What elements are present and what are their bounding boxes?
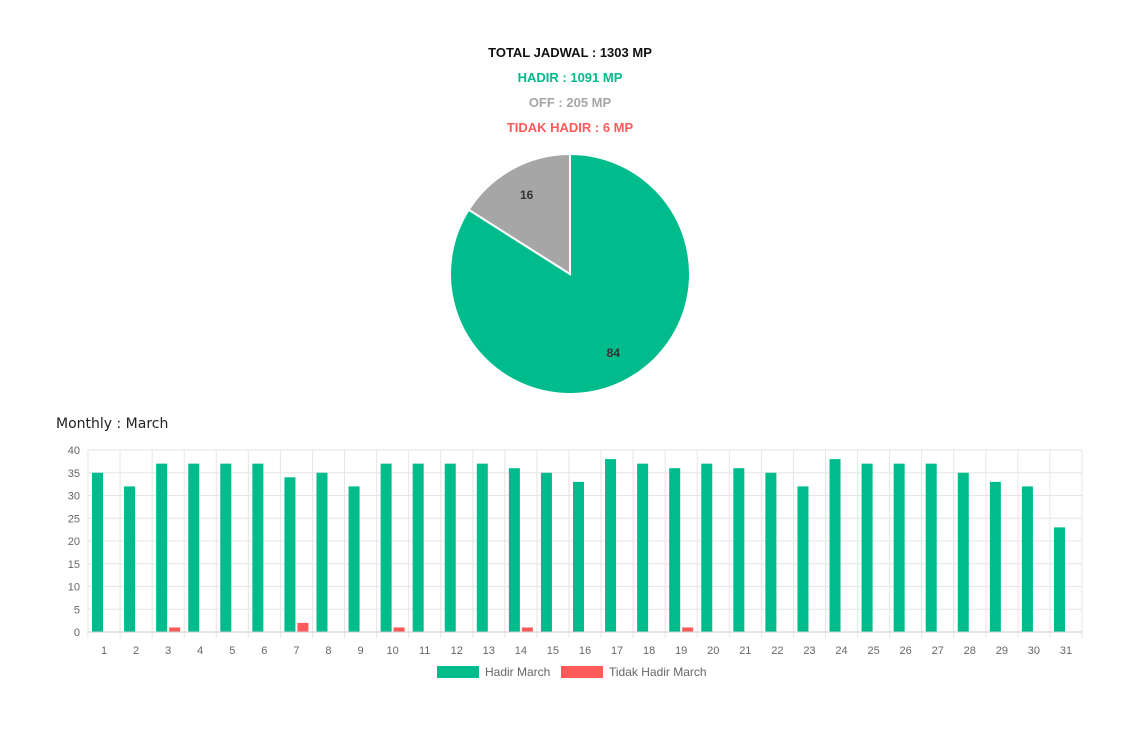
- x-tick-label: 6: [261, 645, 267, 657]
- bar-hadir-day-24[interactable]: [829, 459, 841, 632]
- bar-hadir-day-17[interactable]: [605, 459, 617, 632]
- x-tick-label: 16: [579, 645, 591, 657]
- x-tick-label: 25: [867, 645, 879, 657]
- x-tick-label: 2: [133, 645, 139, 657]
- bar-tidak-hadir-day-7[interactable]: [297, 622, 309, 632]
- bar-hadir-day-31[interactable]: [1053, 527, 1065, 632]
- bar-hadir-day-29[interactable]: [989, 481, 1001, 632]
- bar-hadir-day-2[interactable]: [124, 486, 136, 632]
- bar-hadir-day-19[interactable]: [669, 468, 681, 632]
- y-tick-label: 10: [68, 582, 80, 594]
- x-tick-label: 27: [932, 645, 944, 657]
- attendance-summary: TOTAL JADWAL : 1303 MP HADIR : 1091 MP O…: [0, 40, 1140, 140]
- x-tick-label: 17: [611, 645, 623, 657]
- y-tick-label: 25: [68, 513, 80, 525]
- bar-hadir-day-10[interactable]: [380, 463, 392, 632]
- bar-hadir-day-25[interactable]: [861, 463, 873, 632]
- bar-tidak-hadir-day-19[interactable]: [682, 627, 694, 632]
- bar-hadir-day-28[interactable]: [957, 472, 969, 632]
- bar-hadir-day-11[interactable]: [412, 463, 424, 632]
- x-tick-label: 30: [1028, 645, 1040, 657]
- bar-hadir-day-3[interactable]: [156, 463, 168, 632]
- tidak-hadir-label: TIDAK HADIR : 6 MP: [506, 120, 634, 135]
- bar-hadir-day-27[interactable]: [925, 463, 937, 632]
- bar-hadir-day-15[interactable]: [540, 472, 552, 632]
- bar-hadir-day-18[interactable]: [637, 463, 649, 632]
- x-tick-label: 10: [386, 645, 398, 657]
- x-tick-label: 1: [101, 645, 107, 657]
- y-tick-label: 40: [68, 445, 80, 457]
- bar-hadir-day-1[interactable]: [92, 472, 104, 632]
- x-tick-label: 11: [419, 645, 430, 657]
- x-tick-label: 15: [547, 645, 559, 657]
- x-tick-label: 18: [643, 645, 655, 657]
- x-tick-label: 9: [357, 645, 363, 657]
- x-tick-label: 31: [1060, 645, 1072, 657]
- bar-hadir-day-13[interactable]: [476, 463, 488, 632]
- pie-slice-value-label: 84: [607, 346, 621, 360]
- y-tick-label: 30: [68, 491, 80, 503]
- bar-hadir-day-7[interactable]: [284, 477, 296, 632]
- bar-hadir-day-16[interactable]: [573, 481, 584, 632]
- pie-slice-value-label: 16: [520, 188, 534, 202]
- x-tick-label: 24: [835, 645, 847, 657]
- legend-label: Hadir March: [485, 665, 550, 679]
- bar-tidak-hadir-day-10[interactable]: [393, 627, 405, 632]
- x-tick-label: 12: [451, 645, 463, 657]
- x-tick-label: 4: [197, 645, 203, 657]
- bar-hadir-day-30[interactable]: [1021, 486, 1033, 632]
- x-tick-label: 7: [293, 645, 299, 657]
- x-tick-label: 19: [675, 645, 687, 657]
- x-tick-label: 13: [483, 645, 495, 657]
- bar-hadir-day-23[interactable]: [797, 486, 809, 632]
- hadir-label: HADIR : 1091 MP: [517, 70, 623, 85]
- legend-item-hadir[interactable]: Hadir March: [437, 665, 550, 679]
- bar-tidak-hadir-day-3[interactable]: [169, 627, 181, 632]
- bar-hadir-day-22[interactable]: [765, 472, 777, 632]
- x-tick-label: 8: [325, 645, 331, 657]
- legend-swatch: [437, 666, 479, 678]
- y-tick-label: 35: [68, 468, 80, 480]
- x-tick-label: 29: [996, 645, 1008, 657]
- x-tick-label: 28: [964, 645, 976, 657]
- bar-hadir-day-21[interactable]: [733, 468, 745, 632]
- bar-hadir-day-9[interactable]: [348, 486, 360, 632]
- legend-swatch: [561, 666, 603, 678]
- bar-hadir-day-6[interactable]: [252, 463, 264, 632]
- y-tick-label: 5: [74, 604, 80, 616]
- x-tick-label: 20: [707, 645, 719, 657]
- bar-hadir-day-20[interactable]: [701, 463, 713, 632]
- bar-hadir-day-12[interactable]: [444, 463, 456, 632]
- off-label: OFF : 205 MP: [528, 95, 612, 110]
- y-tick-label: 15: [68, 559, 80, 571]
- total-jadwal-label: TOTAL JADWAL : 1303 MP: [488, 45, 652, 60]
- y-tick-label: 20: [68, 536, 80, 548]
- x-tick-label: 21: [739, 645, 751, 657]
- bar-hadir-day-26[interactable]: [893, 463, 905, 632]
- legend-item-tidak-hadir[interactable]: Tidak Hadir March: [561, 665, 707, 679]
- x-tick-label: 3: [165, 645, 171, 657]
- attendance-pie-chart: 84 16: [449, 152, 691, 395]
- bar-hadir-day-8[interactable]: [316, 472, 328, 632]
- pie-slice-off[interactable]: [467, 152, 571, 276]
- y-tick-label: 0: [74, 627, 80, 639]
- x-tick-label: 23: [803, 645, 815, 657]
- bar-hadir-day-5[interactable]: [220, 463, 232, 632]
- x-tick-label: 26: [900, 645, 912, 657]
- bar-hadir-day-4[interactable]: [188, 463, 200, 632]
- monthly-chart-title: Monthly : March: [56, 416, 169, 432]
- x-tick-label: 14: [515, 645, 527, 657]
- bar-hadir-day-14[interactable]: [508, 468, 520, 632]
- bar-tidak-hadir-day-14[interactable]: [521, 627, 533, 632]
- x-tick-label: 22: [771, 645, 783, 657]
- legend-label: Tidak Hadir March: [609, 665, 707, 679]
- x-tick-label: 5: [229, 645, 235, 657]
